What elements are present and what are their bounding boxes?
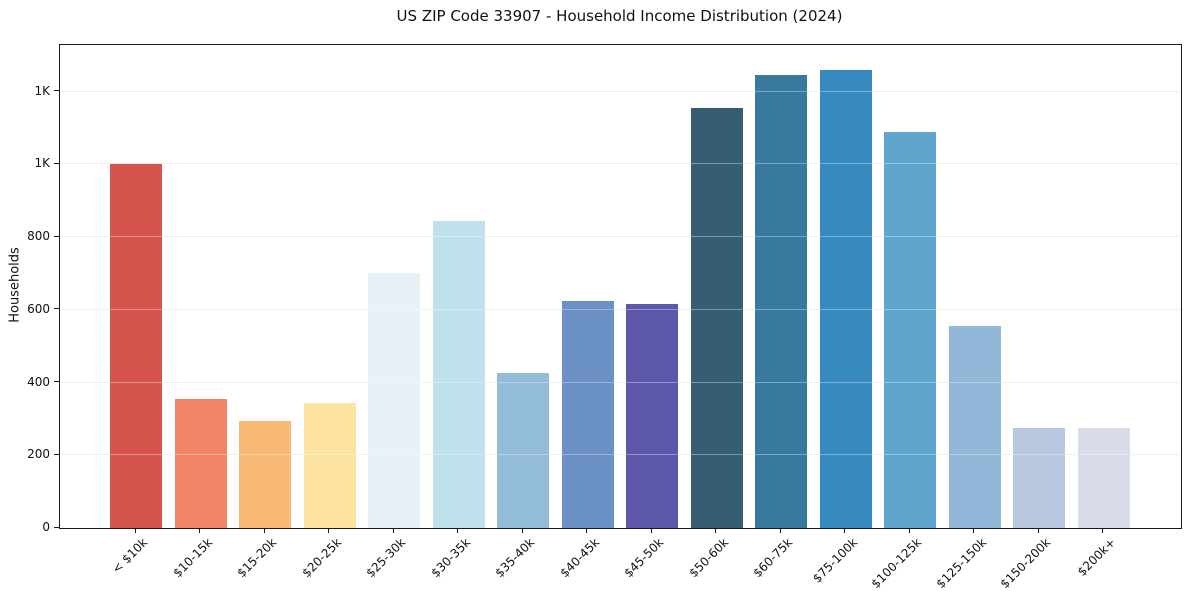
y-tick-label: 600 (27, 301, 50, 316)
gridline-overlay (60, 381, 1181, 383)
y-tick-label: 200 (27, 447, 50, 462)
x-tick-label-text: $75-100k (809, 535, 860, 586)
y-tick-label: 0 (42, 520, 50, 534)
y-tick-mark (54, 526, 59, 528)
gridline (60, 381, 1181, 383)
x-tick-label-text: $50-60k (685, 535, 731, 581)
y-tick-mark (54, 235, 59, 237)
y-tick-label: 800 (27, 229, 50, 244)
y-tick-mark (54, 381, 59, 383)
x-tick-mark (779, 528, 781, 533)
gridline (60, 308, 1181, 310)
gridline-overlay (60, 308, 1181, 310)
y-tick-mark (54, 162, 59, 164)
y-tick-mark (54, 90, 59, 92)
gridline-overlay (60, 236, 1181, 238)
gridline (60, 454, 1181, 456)
bar (626, 304, 678, 528)
x-tick-label-text: $10-15k (169, 535, 215, 581)
x-tick-mark (199, 528, 201, 533)
x-tick-mark (263, 528, 265, 533)
x-tick-label-text: $40-45k (556, 535, 602, 581)
bar (368, 273, 420, 528)
bar (1013, 427, 1065, 528)
x-tick-label-text: $200k+ (1074, 535, 1118, 579)
bar (239, 420, 291, 528)
x-tick-label-text: $125-150k (933, 535, 989, 591)
y-tick-mark (54, 453, 59, 455)
gridline (60, 163, 1181, 165)
bar (884, 131, 936, 528)
bar (819, 69, 872, 528)
x-tick-mark (392, 528, 394, 533)
bar (174, 398, 227, 528)
x-tick-mark (973, 528, 975, 533)
bar (110, 164, 162, 528)
x-tick-label-text: $60-75k (750, 535, 796, 581)
y-tick-label: 1K (34, 156, 50, 171)
x-tick-label-text: $20-25k (298, 535, 344, 581)
bar (561, 300, 614, 528)
x-tick-label-text: $35-40k (492, 535, 538, 581)
bar (1077, 427, 1130, 528)
bar (948, 326, 1001, 528)
plot-area (59, 44, 1182, 529)
bar (755, 75, 807, 528)
gridline-overlay (60, 454, 1181, 456)
x-tick-mark (1102, 528, 1104, 533)
bar (497, 373, 549, 528)
x-tick-mark (715, 528, 717, 533)
y-tick-label: 1K (34, 83, 50, 98)
chart-title: US ZIP Code 33907 - Household Income Dis… (396, 7, 843, 25)
x-tick-mark (328, 528, 330, 533)
x-tick-mark (650, 528, 652, 533)
bar (303, 402, 356, 528)
x-tick-label-text: $15-20k (234, 535, 280, 581)
bar (432, 220, 485, 528)
gridline-overlay (60, 163, 1181, 165)
x-tick-mark (844, 528, 846, 533)
x-tick-mark (134, 528, 136, 533)
x-tick-label-text: $150-200k (997, 535, 1054, 591)
x-tick-mark (521, 528, 523, 533)
x-tick-mark (908, 528, 910, 533)
y-tick-label: 400 (27, 374, 50, 389)
gridline (60, 236, 1181, 238)
x-tick-label-text: $45-50k (621, 535, 667, 581)
x-tick-label-text: $25-30k (363, 535, 409, 581)
x-tick-label-text: < $10k (109, 535, 151, 577)
x-tick-label-text: $30-35k (427, 535, 473, 581)
y-tick-mark (54, 308, 59, 310)
x-tick-mark (1037, 528, 1039, 533)
x-tick-label-text: $100-125k (868, 535, 925, 591)
x-tick-mark (586, 528, 588, 533)
gridline (60, 90, 1181, 92)
gridline-overlay (60, 90, 1181, 92)
bar (690, 107, 743, 528)
x-tick-mark (457, 528, 459, 533)
